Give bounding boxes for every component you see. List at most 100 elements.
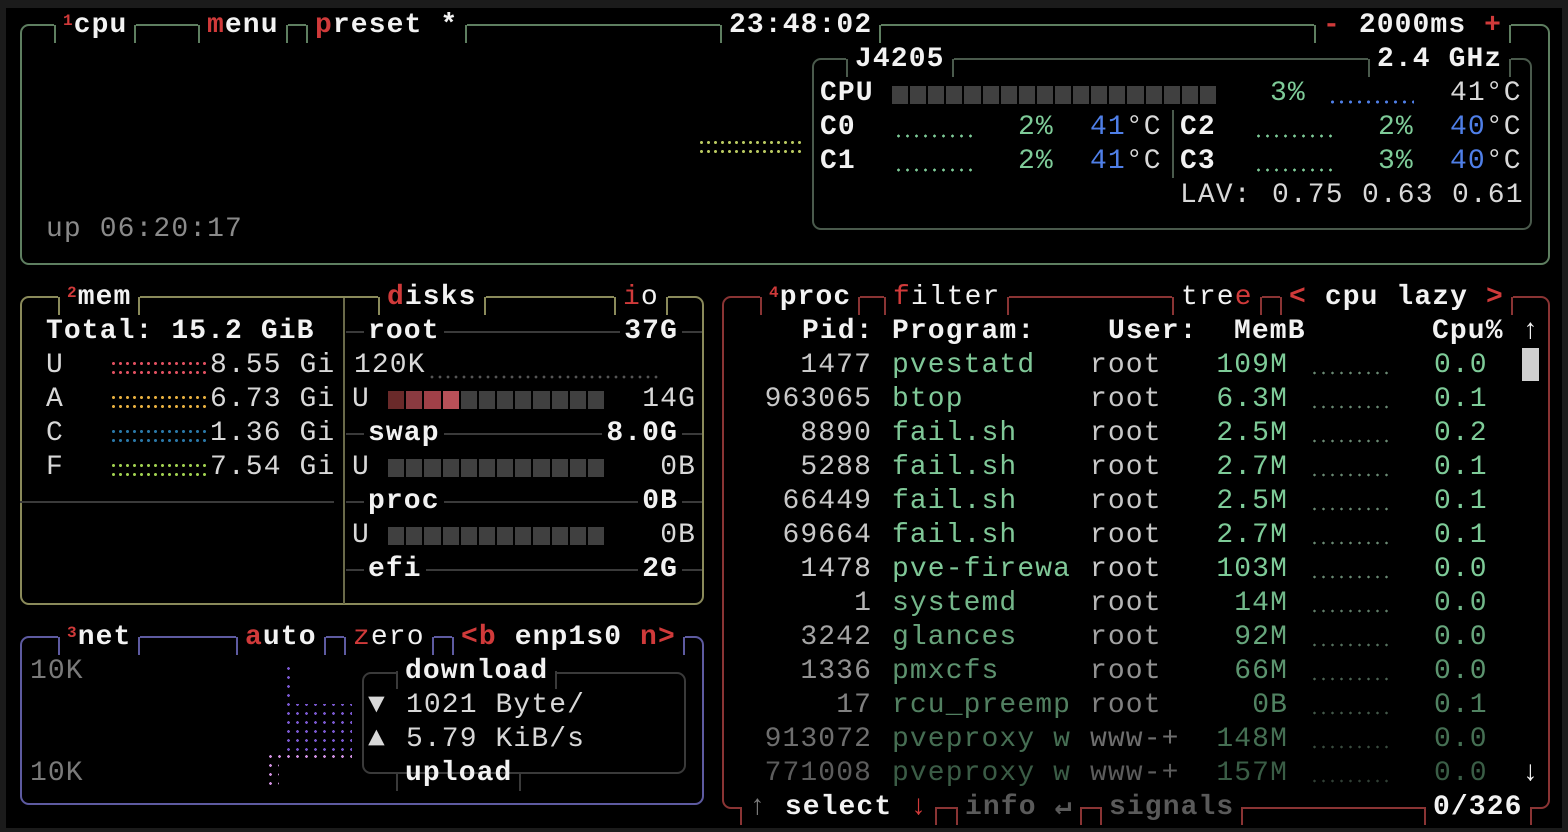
preset-label: reset *	[332, 10, 459, 41]
select-label: select	[784, 792, 893, 823]
process-cpu-graph	[1310, 777, 1394, 785]
meter-segment	[1018, 86, 1035, 104]
process-row[interactable]: 771008 pveproxy w www-+ 157M 0.0	[730, 757, 1510, 791]
process-row[interactable]: 1336 pmxcfs root 66M 0.0	[730, 655, 1510, 689]
disks-title[interactable]: disks	[378, 281, 486, 315]
mem-title[interactable]: 2mem	[58, 281, 141, 315]
mem-row-label: F	[46, 452, 64, 483]
cores-divider	[1172, 110, 1174, 178]
process-cpu-graph	[1310, 607, 1394, 615]
net-title-text: net	[77, 622, 132, 653]
meter-segment	[406, 459, 423, 477]
cpu-title[interactable]: 1cpu	[54, 9, 137, 43]
process-cpu-graph	[1310, 675, 1394, 683]
mem-box	[20, 296, 704, 605]
process-mem: 66M	[1234, 656, 1288, 687]
tree-toggle[interactable]: tree	[1172, 281, 1262, 315]
load-average-label: LAV:	[1180, 180, 1252, 211]
interval-increase-button[interactable]: +	[1484, 10, 1503, 41]
menu-hotkey: m	[207, 10, 225, 41]
mem-row-value: 7.54 Gi	[210, 452, 336, 483]
net-title[interactable]: 3net	[58, 621, 141, 655]
process-program: btop	[892, 384, 964, 415]
net-zero-toggle[interactable]: zero	[344, 621, 434, 655]
process-row[interactable]: 1 systemd root 14M 0.0	[730, 587, 1510, 621]
process-user: root	[1090, 554, 1162, 585]
process-cpu-graph	[1310, 539, 1394, 547]
disk-separator	[346, 569, 702, 571]
signals-button[interactable]: signals	[1100, 791, 1244, 825]
scrollbar-thumb[interactable]	[1522, 348, 1539, 381]
process-program: pveproxy w	[892, 724, 1072, 755]
process-row[interactable]: 66449 fail.sh root 2.5M 0.1	[730, 485, 1510, 519]
scroll-down-icon[interactable]: ↓	[1522, 758, 1540, 789]
process-pid: 963065	[764, 384, 872, 415]
process-cpu-graph	[1310, 641, 1394, 649]
process-row[interactable]: 5288 fail.sh root 2.7M 0.1	[730, 451, 1510, 485]
process-row[interactable]: 17 rcu_preemp root 0B 0.1	[730, 689, 1510, 723]
next-interface-button[interactable]: n>	[640, 622, 676, 653]
header-pid[interactable]: Pid:	[802, 316, 874, 347]
cpu-frequency: 2.4 GHz	[1368, 43, 1512, 77]
process-program: fail.sh	[892, 452, 1018, 483]
interval-value: 2000ms	[1358, 10, 1467, 41]
cpu-history-graph	[698, 138, 802, 156]
update-interval[interactable]: - 2000ms +	[1314, 9, 1512, 43]
cpu-total-percent: 3%	[1270, 78, 1306, 109]
process-row[interactable]: 3242 glances root 92M 0.0	[730, 621, 1510, 655]
process-user: www-+	[1090, 724, 1180, 755]
prev-interface-button[interactable]: <b	[461, 622, 497, 653]
core-temp: 41°C	[1090, 111, 1162, 145]
process-cpu-graph	[1310, 709, 1394, 717]
upload-icon: ▲	[368, 724, 386, 755]
process-row[interactable]: 69664 fail.sh root 2.7M 0.1	[730, 519, 1510, 553]
core-percent: 2%	[1378, 112, 1414, 143]
proc-title[interactable]: 4proc	[760, 281, 861, 315]
filter-button[interactable]: filter	[884, 281, 1010, 315]
meter-segment	[497, 459, 514, 477]
process-mem: 103M	[1216, 554, 1288, 585]
scroll-up-icon[interactable]: ↑	[1522, 316, 1540, 347]
core-graph	[894, 133, 978, 139]
interval-decrease-button[interactable]: -	[1323, 10, 1341, 41]
header-user[interactable]: User:	[1108, 316, 1198, 347]
net-auto-toggle[interactable]: auto	[236, 621, 326, 655]
process-row[interactable]: 913072 pveproxy w www-+ 148M 0.0	[730, 723, 1510, 757]
meter-segment	[1127, 86, 1144, 104]
menu-button[interactable]: menu	[198, 9, 288, 43]
disk-usage-meter	[388, 391, 605, 409]
mem-graph	[110, 461, 210, 479]
header-mem[interactable]: MemB	[1234, 316, 1306, 347]
process-mem: 14M	[1234, 588, 1288, 619]
process-row[interactable]: 963065 btop root 6.3M 0.1	[730, 383, 1510, 417]
io-toggle[interactable]: io	[614, 281, 668, 315]
process-user: root	[1090, 418, 1162, 449]
sort-next-button[interactable]: >	[1485, 282, 1504, 313]
mem-row-value: 6.73 Gi	[210, 384, 336, 415]
zero-hotkey: z	[353, 622, 371, 653]
header-cpu[interactable]: Cpu%	[1432, 316, 1504, 347]
sort-prev-button[interactable]: <	[1289, 282, 1307, 313]
preset-button[interactable]: preset *	[306, 9, 468, 43]
meter-segment	[1199, 86, 1216, 104]
process-row[interactable]: 1478 pve-firewa root 103M 0.0	[730, 553, 1510, 587]
download-rate: 1021 Byte/	[406, 690, 586, 721]
sort-selector[interactable]: < cpu lazy >	[1280, 281, 1513, 315]
meter-segment	[533, 391, 550, 409]
process-mem: 2.7M	[1216, 520, 1288, 551]
meter-segment	[551, 459, 568, 477]
process-row[interactable]: 1477 pvestatd root 109M 0.0	[730, 349, 1510, 383]
process-row[interactable]: 8890 fail.sh root 2.5M 0.2	[730, 417, 1510, 451]
select-control[interactable]: ↑ select ↓	[740, 791, 938, 825]
process-program: fail.sh	[892, 486, 1018, 517]
info-button[interactable]: info ↵	[956, 791, 1082, 825]
process-mem: 6.3M	[1216, 384, 1288, 415]
net-interface-selector[interactable]: <b enp1s0 n>	[452, 621, 685, 655]
mem-row-value: 1.36 Gi	[210, 418, 336, 449]
disk-name: swap	[364, 417, 444, 451]
process-program: pmxcfs	[892, 656, 1000, 687]
meter-segment	[406, 527, 423, 545]
mem-row-label: C	[46, 418, 64, 449]
meter-segment	[388, 391, 405, 409]
header-program[interactable]: Program:	[892, 316, 1036, 347]
